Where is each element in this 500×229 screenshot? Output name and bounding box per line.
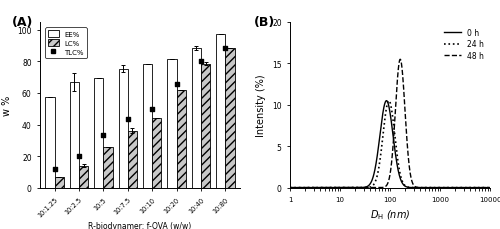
Bar [226, 49, 234, 188]
0 h [487, 186, 493, 189]
24 h [483, 186, 489, 189]
Y-axis label: w %: w % [2, 95, 12, 115]
X-axis label: R-biodynamer: f-OVA (w/w): R-biodynamer: f-OVA (w/w) [88, 221, 192, 229]
Text: (A): (A) [12, 16, 34, 29]
Bar [216, 35, 226, 188]
24 h [310, 186, 316, 189]
24 h [322, 186, 328, 189]
Legend: EE%, LC%, TLC%: EE%, LC%, TLC% [46, 28, 86, 59]
X-axis label: $D_\mathrm{H}$ (nm): $D_\mathrm{H}$ (nm) [370, 207, 410, 221]
48 h [462, 186, 468, 189]
0 h [372, 166, 378, 169]
Point [124, 118, 132, 121]
0 h [384, 100, 390, 103]
24 h [487, 186, 493, 189]
24 h [462, 186, 468, 189]
Point [50, 167, 58, 171]
Point [197, 60, 205, 64]
Point [148, 107, 156, 111]
0 h [310, 186, 316, 189]
Point [100, 133, 108, 137]
0 h [364, 185, 370, 188]
Bar [176, 90, 186, 188]
Bar [152, 119, 162, 188]
Bar [104, 148, 112, 188]
0 h [483, 186, 489, 189]
Line: 48 h: 48 h [290, 60, 490, 188]
Bar [201, 65, 210, 188]
Point [172, 82, 180, 86]
48 h [483, 186, 489, 189]
Line: 24 h: 24 h [290, 101, 490, 188]
Point [222, 47, 230, 51]
24 h [364, 186, 370, 189]
Text: (B): (B) [254, 16, 275, 29]
48 h [310, 186, 316, 189]
Bar [192, 49, 201, 188]
48 h [364, 186, 370, 189]
48 h [372, 186, 378, 189]
Point [75, 155, 83, 158]
24 h [287, 186, 293, 189]
48 h [397, 59, 403, 61]
Bar [118, 69, 128, 188]
0 h [287, 186, 293, 189]
24 h [372, 180, 378, 183]
Bar [168, 60, 176, 188]
Bar [70, 83, 79, 188]
Legend: 0 h, 24 h, 48 h: 0 h, 24 h, 48 h [442, 27, 486, 63]
0 h [322, 186, 328, 189]
Bar [94, 79, 104, 188]
Y-axis label: Intensity (%): Intensity (%) [256, 74, 266, 136]
Bar [46, 98, 54, 188]
24 h [386, 100, 392, 103]
0 h [462, 186, 468, 189]
Bar [128, 131, 137, 188]
Bar [143, 65, 152, 188]
Bar [79, 166, 88, 188]
Bar [54, 177, 64, 188]
Line: 0 h: 0 h [290, 101, 490, 188]
48 h [322, 186, 328, 189]
48 h [487, 186, 493, 189]
48 h [287, 186, 293, 189]
